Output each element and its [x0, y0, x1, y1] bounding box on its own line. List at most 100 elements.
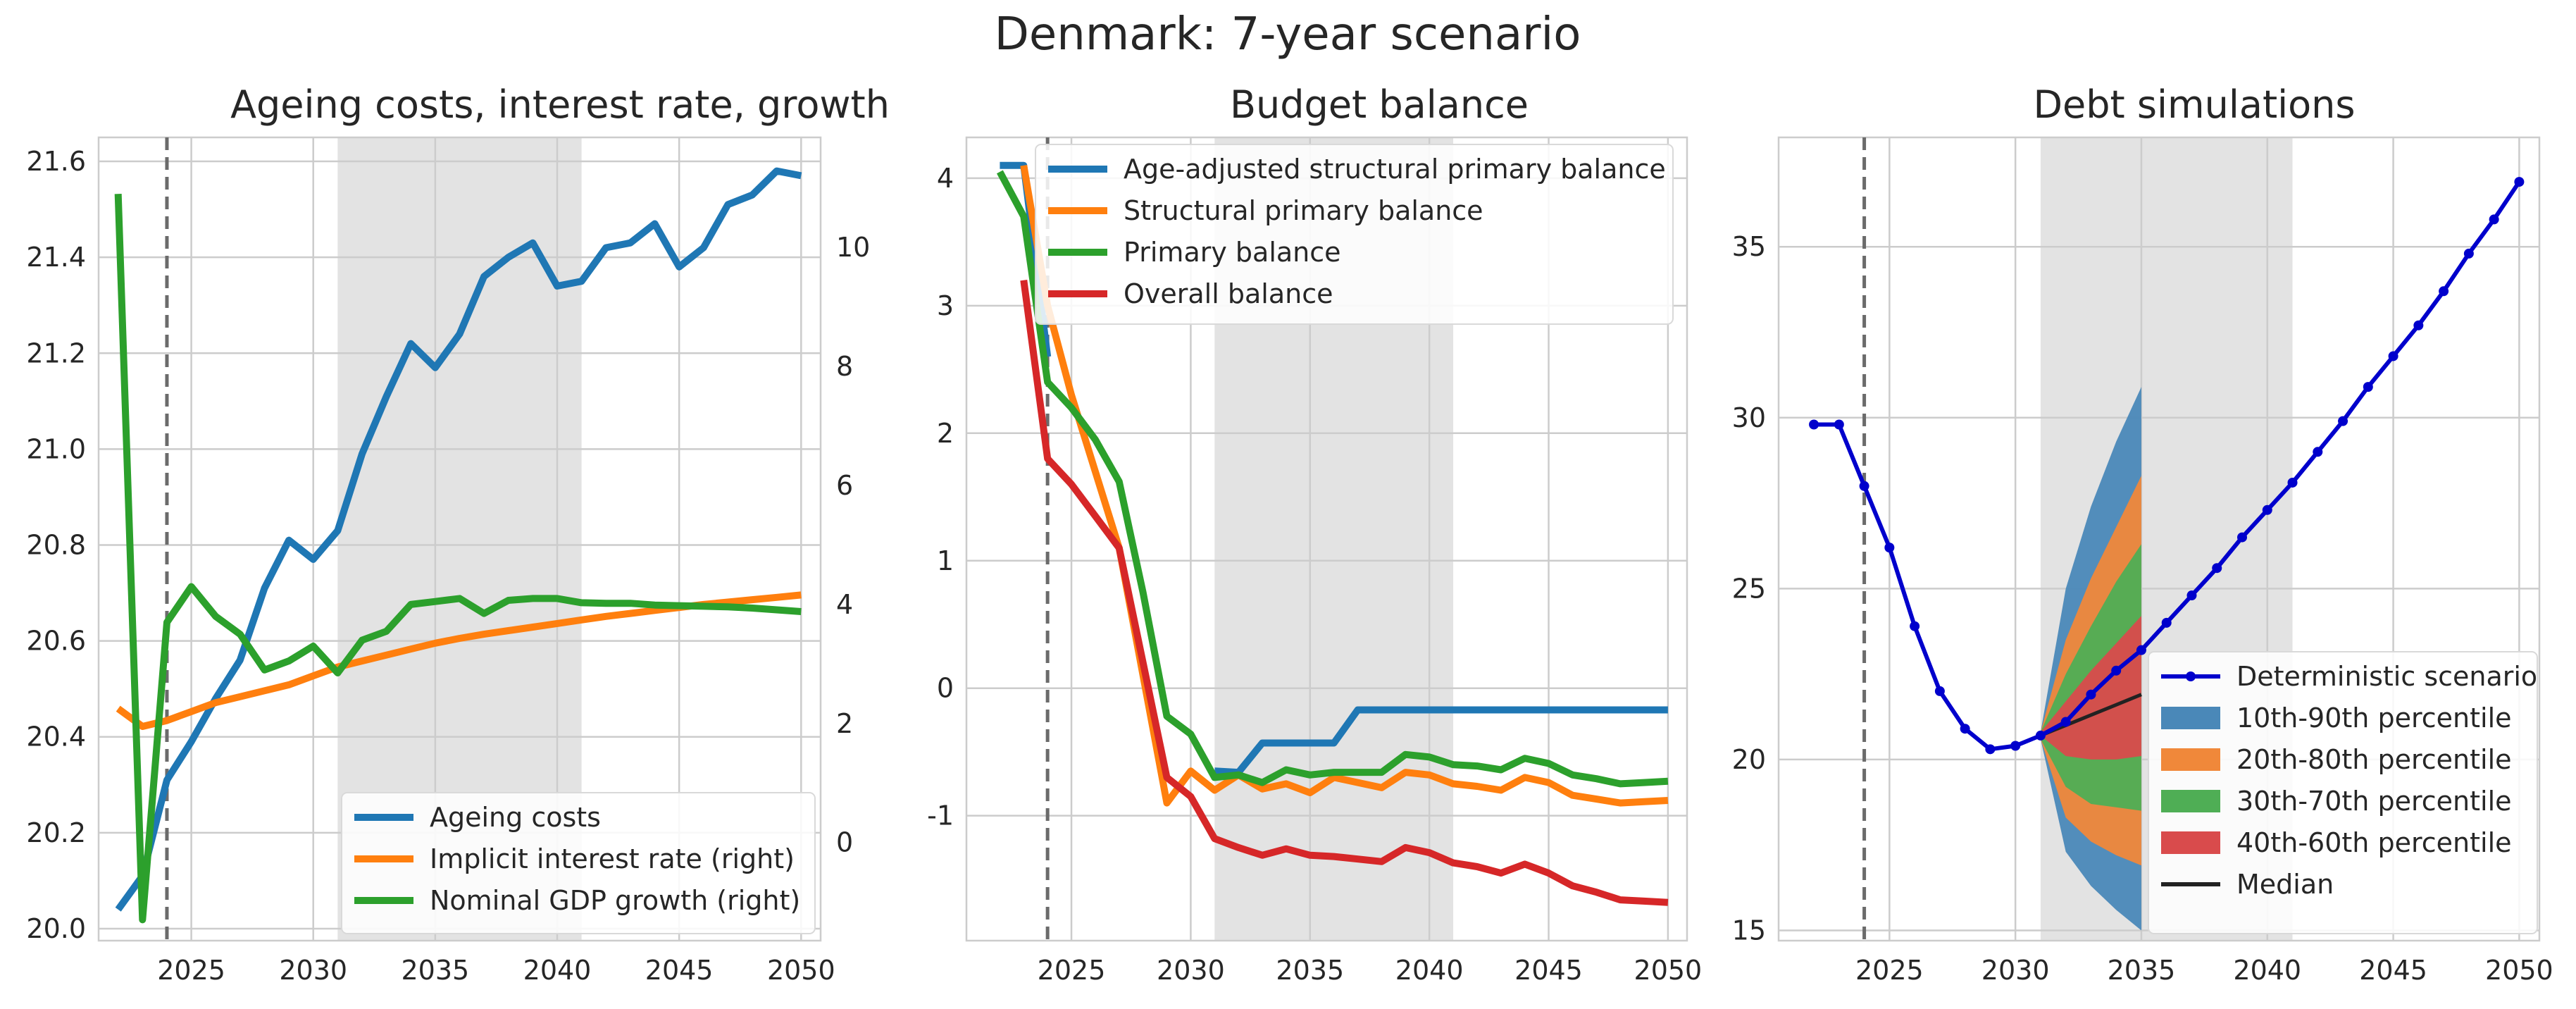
x-tick-label: 2035: [402, 955, 470, 986]
series-point: [2363, 382, 2373, 392]
x-tick-label: 2040: [523, 955, 592, 986]
legend-label: 40th-60th percentile: [2236, 827, 2512, 858]
y-tick-label: 4: [937, 163, 954, 194]
x-tick-label: 2045: [1514, 955, 1583, 986]
panel-debt-simulations-title: Debt simulations: [2033, 82, 2355, 127]
series-point: [1834, 419, 1844, 430]
y2-tick-label: 6: [836, 470, 853, 501]
x-tick-label: 2030: [1157, 955, 1225, 986]
x-tick-label: 2040: [1395, 955, 1464, 986]
y-tick-label: 35: [1732, 231, 1766, 262]
y-tick-label: 21.2: [26, 338, 86, 369]
series-point: [2086, 689, 2096, 700]
legend-label: Median: [2236, 869, 2334, 900]
y2-tick-label: 0: [836, 827, 853, 858]
series-point: [2514, 177, 2525, 187]
y-tick-label: -1: [927, 800, 954, 831]
series-point: [2237, 532, 2248, 543]
legend-swatch: [2161, 790, 2220, 812]
series-point: [2060, 717, 2071, 727]
x-tick-label: 2025: [1038, 955, 1106, 986]
x-tick-label: 2030: [1981, 955, 2050, 986]
x-tick-label: 2050: [2485, 955, 2553, 986]
series-line: [996, 170, 1669, 788]
panel-ageing-costs: Ageing costs, interest rate, growth 2025…: [26, 82, 890, 986]
series-point: [1985, 744, 1996, 755]
panel-budget-balance: Budget balance 2025 2030 2035 2040 2045 2050 -…: [927, 82, 1702, 986]
series-point: [2010, 741, 2021, 751]
series-point: [1884, 543, 1895, 553]
x-tick-label: 2025: [1855, 955, 1924, 986]
x-tick-label: 2035: [1276, 955, 1344, 986]
legend-label: Ageing costs: [430, 802, 601, 833]
y-tick-label: 21.4: [26, 242, 86, 273]
legend-label: 20th-80th percentile: [2236, 744, 2512, 775]
y-tick-label: 20.4: [26, 722, 86, 753]
series-point: [2212, 563, 2222, 574]
y-tick-label: 0: [937, 673, 954, 704]
panel-budget-balance-title: Budget balance: [1230, 82, 1529, 127]
y2-tick-label: 2: [836, 708, 853, 739]
series-point: [1809, 419, 1819, 430]
legend-label: Implicit interest rate (right): [430, 843, 795, 874]
y-tick-label: 20: [1732, 744, 1766, 775]
legend-box: [2148, 651, 2538, 934]
legend-label: Primary balance: [1124, 237, 1341, 268]
series-point: [2186, 590, 2197, 601]
y-tick-label: 20.6: [26, 626, 86, 657]
legend-label: Deterministic scenario: [2236, 661, 2537, 692]
y-tick-label: 2: [937, 418, 954, 449]
axes-frame: [1777, 136, 2541, 942]
y-tick-label: 20.0: [26, 913, 86, 944]
x-tick-label: 2025: [157, 955, 225, 986]
legend-swatch: [2161, 831, 2220, 854]
series-point: [2035, 730, 2046, 741]
series-line: [114, 194, 802, 924]
legend-swatch: [2161, 748, 2220, 771]
series-point: [2161, 617, 2172, 628]
series-point: [2413, 320, 2424, 330]
x-tick-label: 2045: [645, 955, 714, 986]
x-tick-label: 2050: [1634, 955, 1703, 986]
series-line: [115, 167, 802, 912]
series-point: [2439, 286, 2449, 297]
legend-box: [341, 792, 816, 934]
panel-ageing-costs-title: Ageing costs, interest rate, growth: [230, 82, 890, 127]
x-tick-label: 2045: [2359, 955, 2427, 986]
legend-label: Overall balance: [1124, 278, 1333, 309]
series-line: [1020, 280, 1669, 906]
legend-label: Age-adjusted structural primary balance: [1124, 154, 1666, 185]
legend-marker: [2186, 671, 2196, 681]
y-tick-label: 1: [937, 545, 954, 576]
y2-tick-label: 10: [836, 232, 870, 263]
y2-tick-label: 8: [836, 351, 853, 382]
series-point: [2136, 645, 2146, 655]
series-point: [2388, 351, 2398, 361]
y2-tick-label: 4: [836, 589, 853, 620]
y-tick-label: 3: [937, 290, 954, 321]
legend-swatch: [2161, 707, 2220, 729]
legend-label: Structural primary balance: [1124, 195, 1483, 226]
series-point: [1934, 686, 1945, 696]
figure-suptitle: Denmark: 7-year scenario: [995, 8, 1581, 61]
legend-label: 10th-90th percentile: [2236, 702, 2512, 733]
legend-label: Nominal GDP growth (right): [430, 885, 800, 916]
y-tick-label: 30: [1732, 402, 1766, 433]
axes-frame: [965, 136, 1688, 942]
y-tick-label: 25: [1732, 573, 1766, 604]
y-tick-label: 21.0: [26, 433, 86, 464]
x-tick-label: 2035: [2108, 955, 2176, 986]
axes-frame: [97, 136, 822, 942]
y-tick-label: 20.2: [26, 817, 86, 848]
series-point: [2287, 477, 2298, 488]
series-point: [1910, 621, 1920, 631]
series-point: [1960, 724, 1970, 734]
series-point: [2489, 214, 2499, 225]
x-tick-label: 2030: [279, 955, 347, 986]
series-point: [2262, 505, 2272, 515]
legend-box: [1035, 144, 1674, 325]
series-point: [2463, 248, 2474, 259]
y-tick-label: 21.6: [26, 146, 86, 177]
panel-debt-simulations: Debt simulations 2025 2030 2035 2040 2045 205…: [1732, 82, 2553, 986]
